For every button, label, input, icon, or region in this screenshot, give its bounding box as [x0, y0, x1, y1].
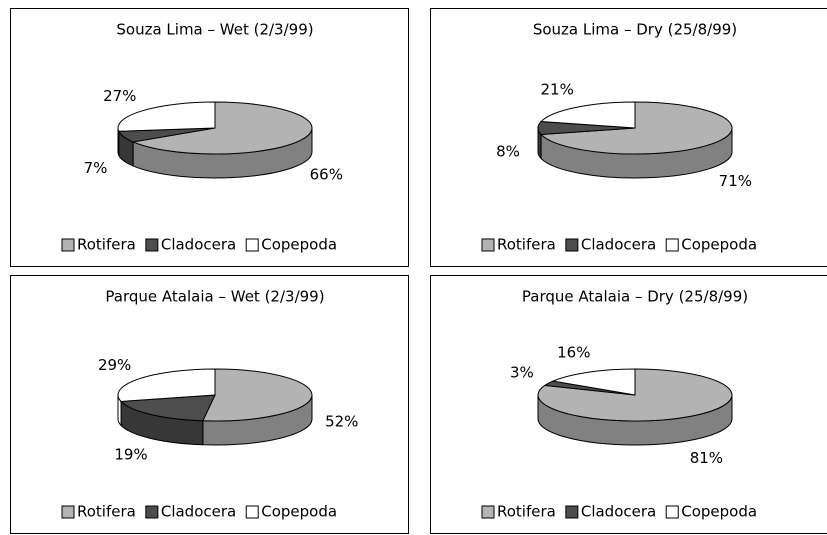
legend-swatch	[145, 505, 159, 519]
legend-swatch	[481, 238, 495, 252]
chart-title: Souza Lima – Dry (25/8/99)	[533, 21, 737, 39]
data-label: 16%	[557, 343, 590, 361]
legend-swatch	[665, 238, 679, 252]
legend-label: Cladocera	[581, 236, 656, 254]
data-label: 7%	[84, 159, 108, 177]
data-label: 81%	[690, 449, 723, 467]
legend-label: Cladocera	[161, 503, 236, 521]
pie-slice	[119, 394, 216, 422]
data-label: 27%	[103, 87, 136, 105]
data-label: 21%	[540, 81, 573, 99]
legend-swatch	[61, 238, 75, 252]
legend-label: Cladocera	[581, 503, 656, 521]
pie-slice	[202, 368, 313, 422]
chart-title: Parque Atalaia – Dry (25/8/99)	[522, 288, 748, 306]
data-label: 3%	[510, 364, 534, 382]
panel	[10, 8, 409, 267]
pie-slice	[539, 101, 636, 129]
legend-label: Rotifera	[497, 503, 556, 521]
legend-label: Rotifera	[77, 236, 136, 254]
panel	[430, 8, 827, 267]
data-label: 19%	[114, 446, 147, 464]
pie-slice	[539, 101, 733, 155]
legend-swatch	[565, 505, 579, 519]
legend-swatch	[245, 238, 259, 252]
panel	[430, 275, 827, 534]
legend-swatch	[665, 505, 679, 519]
chart-title: Parque Atalaia – Wet (2/3/99)	[105, 288, 324, 306]
legend-label: Copepoda	[681, 503, 757, 521]
pie-slice	[551, 368, 636, 396]
legend-swatch	[565, 238, 579, 252]
legend-label: Rotifera	[77, 503, 136, 521]
data-label: 66%	[310, 166, 343, 184]
pie-slice	[117, 368, 216, 402]
legend-label: Copepoda	[261, 236, 337, 254]
legend-label: Copepoda	[261, 503, 337, 521]
pie-slice	[131, 101, 313, 155]
data-label: 52%	[325, 413, 358, 431]
data-label: 71%	[719, 172, 752, 190]
legend-swatch	[245, 505, 259, 519]
legend-label: Cladocera	[161, 236, 236, 254]
legend-swatch	[145, 238, 159, 252]
pie-slice	[117, 101, 216, 132]
legend-label: Rotifera	[497, 236, 556, 254]
panel	[10, 275, 409, 534]
legend-swatch	[481, 505, 495, 519]
legend-swatch	[61, 505, 75, 519]
data-label: 8%	[496, 143, 520, 161]
data-label: 29%	[98, 356, 131, 374]
legend-label: Copepoda	[681, 236, 757, 254]
chart-title: Souza Lima – Wet (2/3/99)	[116, 21, 313, 39]
